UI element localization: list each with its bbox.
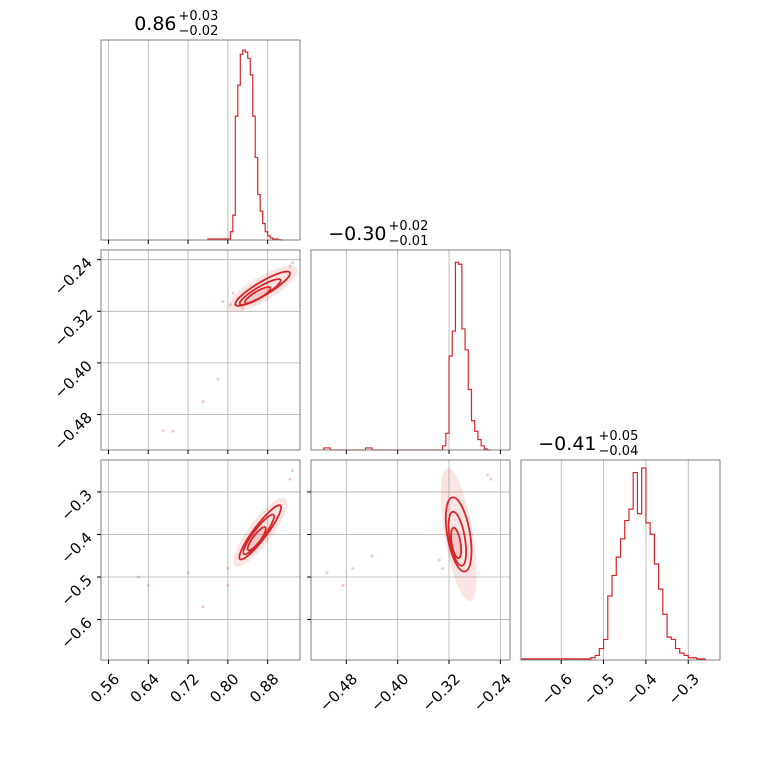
panel-frame (100, 39, 301, 241)
p1-ytick-label: −0.48 (51, 409, 96, 454)
p2-xtick-label: −0.6 (537, 670, 575, 708)
p1p2-point (437, 558, 441, 562)
p0-xtick-label: 0.80 (206, 670, 242, 706)
p0p1-point (228, 303, 232, 307)
panel-frame (310, 249, 511, 451)
p0-xtick-label: 0.56 (87, 670, 123, 706)
p0-xtick-label: 0.64 (127, 670, 163, 706)
p0p1-point (171, 429, 175, 433)
p0p1-point (216, 377, 220, 381)
p0p2-point (226, 567, 230, 571)
p0p2-point (136, 575, 140, 579)
p0p1-point (221, 300, 225, 304)
p0-histogram (207, 49, 283, 241)
p2-title-lower-error: −0.04 (599, 444, 639, 459)
p1-title-lower-error: −0.01 (389, 234, 429, 249)
p0p2-point (186, 571, 190, 575)
p1-ytick-label: −0.40 (51, 357, 96, 402)
p2-xtick-label: −0.3 (665, 670, 703, 708)
p1-histogram (323, 261, 491, 451)
p2-xtick-label: −0.5 (580, 670, 618, 708)
p1p2-contour (444, 496, 473, 573)
p0p1-point (288, 264, 292, 268)
p0p2-contour (238, 504, 282, 561)
p1-xtick-label: −0.48 (316, 670, 361, 715)
p0p1-point (201, 400, 205, 404)
p0p1-point (161, 429, 165, 433)
panel-frame (310, 459, 511, 661)
p1p2-contour (450, 526, 463, 560)
p2-ytick-label: −0.3 (57, 486, 95, 524)
p0-xtick-label: 0.72 (166, 670, 202, 706)
panel-frame (100, 249, 301, 451)
p1-xtick-label: −0.40 (367, 670, 412, 715)
p1-ytick-label: −0.24 (51, 254, 96, 299)
p0-title-lower-error: −0.02 (179, 24, 219, 39)
p2-ytick-label: −0.4 (57, 529, 95, 567)
p0p1-contour (244, 286, 272, 305)
p1p2-point (325, 571, 329, 575)
p0p2-contour (246, 526, 267, 552)
p0p1-point (231, 291, 235, 295)
p1-xtick-label: −0.24 (470, 670, 515, 715)
p0-title-upper-error: +0.03 (179, 9, 219, 24)
p1p2-point (441, 567, 445, 571)
p0-title-median: 0.86 (134, 13, 176, 35)
p1-xtick-label: −0.32 (419, 670, 464, 715)
p0p2-point (288, 477, 292, 481)
p0p2-point (146, 584, 150, 588)
p1p2-point (489, 477, 493, 481)
p2-title-median: −0.41 (538, 433, 596, 455)
p1p2-point (341, 584, 345, 588)
p0p1-point (291, 261, 295, 265)
p2-histogram (520, 467, 706, 660)
p1p2-point (351, 567, 355, 571)
p0p2-point (291, 469, 295, 473)
p1-title-median: −0.30 (328, 223, 386, 245)
p0-xtick-label: 0.88 (246, 670, 282, 706)
p2-title-upper-error: +0.05 (599, 429, 639, 444)
p1p2-point (486, 473, 490, 477)
p2-ytick-label: −0.6 (57, 614, 95, 652)
p1-title-upper-error: +0.02 (389, 219, 429, 234)
p1-ytick-label: −0.32 (51, 305, 96, 350)
p0p2-point (201, 605, 205, 609)
p2-xtick-label: −0.4 (622, 670, 660, 708)
p0p1-point (241, 306, 245, 310)
panel-frame (520, 459, 721, 661)
p1p2-contour (447, 510, 468, 567)
p1p2-point (370, 554, 374, 558)
panel-frame (100, 459, 301, 661)
p2-ytick-label: −0.5 (57, 571, 95, 609)
p0p2-point (226, 584, 230, 588)
